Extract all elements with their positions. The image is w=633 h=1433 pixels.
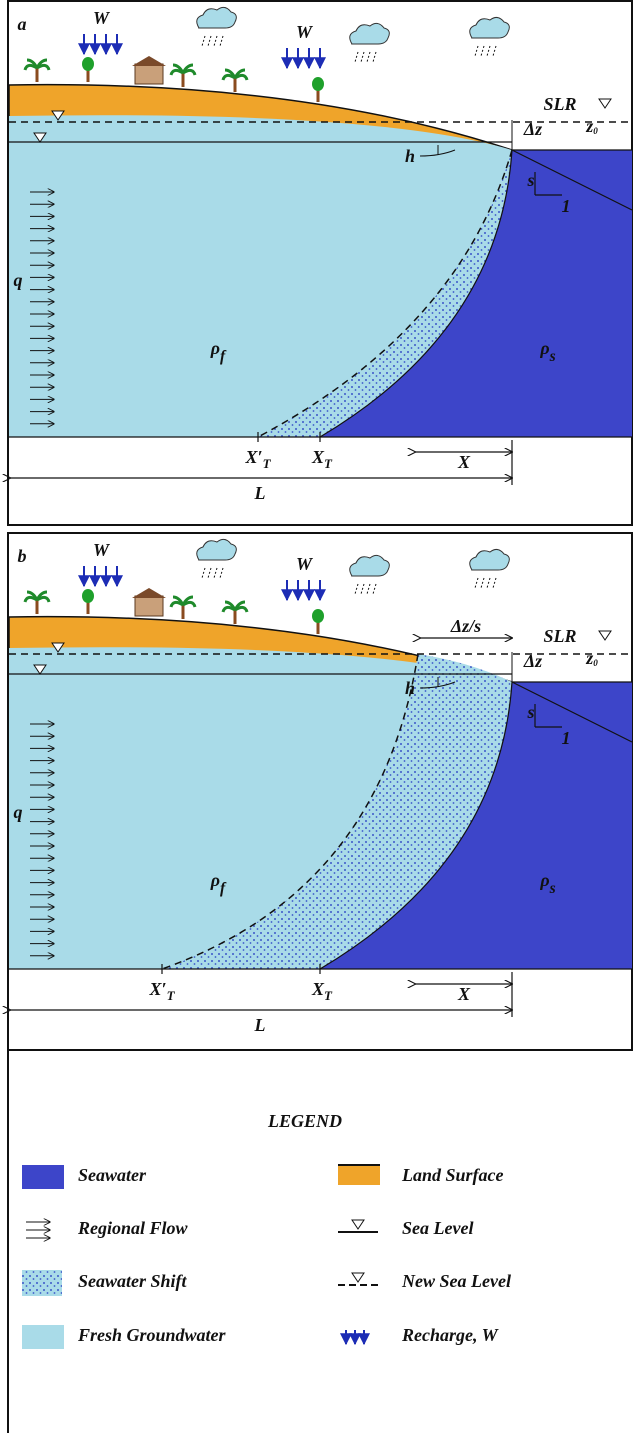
legend-title: LEGEND bbox=[267, 1111, 342, 1131]
tree-trunk bbox=[36, 600, 39, 614]
tree-trunk bbox=[182, 605, 185, 619]
q-label: q bbox=[14, 802, 23, 822]
rho-s-label-base: ρ bbox=[539, 870, 549, 890]
xt-prime-label-sub: T bbox=[263, 456, 272, 471]
tree-trunk bbox=[36, 68, 39, 82]
legend-label: Seawater Shift bbox=[78, 1271, 188, 1291]
panel-letter: b bbox=[18, 546, 27, 566]
xt-label-sub: T bbox=[324, 988, 333, 1003]
tree-crown bbox=[82, 589, 94, 603]
x-label: X bbox=[457, 984, 471, 1004]
rho-f-label-base: ρ bbox=[210, 870, 220, 890]
shift-width-label: Δz/s bbox=[450, 616, 481, 636]
panel-letter: a bbox=[18, 14, 27, 34]
xt-prime-label-base: X′ bbox=[244, 447, 262, 467]
legend-icon bbox=[22, 1165, 64, 1189]
slope-s-label: s bbox=[526, 702, 534, 722]
slr-label: SLR bbox=[543, 94, 576, 114]
legend-label: Seawater bbox=[78, 1165, 147, 1185]
legend-icon bbox=[338, 1165, 380, 1185]
z0-label-sub: 0 bbox=[593, 126, 598, 136]
recharge-label: W bbox=[296, 554, 314, 574]
z0-label-base: z bbox=[585, 116, 593, 136]
legend-label: Recharge, W bbox=[401, 1325, 500, 1345]
recharge-label: W bbox=[93, 8, 111, 28]
figure: aWWSLRΔzz0hs1ρfρsqX′TXTXLΔz/sbWWSLRΔzz0h… bbox=[0, 0, 633, 1433]
xt-prime-label-base: X′ bbox=[148, 979, 166, 999]
house bbox=[135, 596, 163, 616]
slr-label: SLR bbox=[543, 626, 576, 646]
delta-z-label: Δz bbox=[523, 119, 542, 139]
tree-trunk bbox=[234, 78, 237, 92]
legend-label: Fresh Groundwater bbox=[77, 1325, 227, 1345]
x-label: X bbox=[457, 452, 471, 472]
legend: LEGEND Seawater Land Surface Regional Flow S… bbox=[8, 1050, 511, 1433]
legend-icon bbox=[22, 1325, 64, 1349]
recharge-label: W bbox=[296, 22, 314, 42]
l-label: L bbox=[254, 483, 266, 503]
legend-label: Sea Level bbox=[402, 1218, 473, 1238]
recharge-label: W bbox=[93, 540, 111, 560]
legend-label: New Sea Level bbox=[401, 1271, 511, 1291]
h-label: h bbox=[405, 678, 415, 698]
z0-label-sub: 0 bbox=[593, 658, 598, 668]
legend-icon bbox=[352, 1273, 364, 1282]
tree-crown bbox=[312, 77, 324, 91]
slope-1-label: 1 bbox=[562, 196, 571, 216]
tree-trunk bbox=[182, 73, 185, 87]
tree-crown bbox=[82, 57, 94, 71]
legend-label: Regional Flow bbox=[77, 1218, 189, 1238]
l-label: L bbox=[254, 1015, 266, 1035]
tree-trunk bbox=[234, 610, 237, 624]
legend-icon bbox=[22, 1270, 62, 1296]
q-label: q bbox=[14, 270, 23, 290]
delta-z-label: Δz bbox=[523, 651, 542, 671]
h-label: h bbox=[405, 146, 415, 166]
slope-s-label: s bbox=[526, 170, 534, 190]
xt-prime-label-sub: T bbox=[167, 988, 176, 1003]
xt-label-sub: T bbox=[324, 456, 333, 471]
tree-crown bbox=[312, 609, 324, 623]
rho-s-label-base: ρ bbox=[539, 338, 549, 358]
rho-s-label-sub: s bbox=[549, 880, 556, 897]
legend-icon bbox=[352, 1220, 364, 1229]
rho-s-label-sub: s bbox=[549, 348, 556, 365]
house bbox=[135, 64, 163, 84]
z0-label-base: z bbox=[585, 648, 593, 668]
xt-label-base: X bbox=[311, 979, 325, 999]
slope-1-label: 1 bbox=[562, 728, 571, 748]
xt-label-base: X bbox=[311, 447, 325, 467]
legend-label: Land Surface bbox=[401, 1165, 504, 1185]
rho-f-label-base: ρ bbox=[210, 338, 220, 358]
